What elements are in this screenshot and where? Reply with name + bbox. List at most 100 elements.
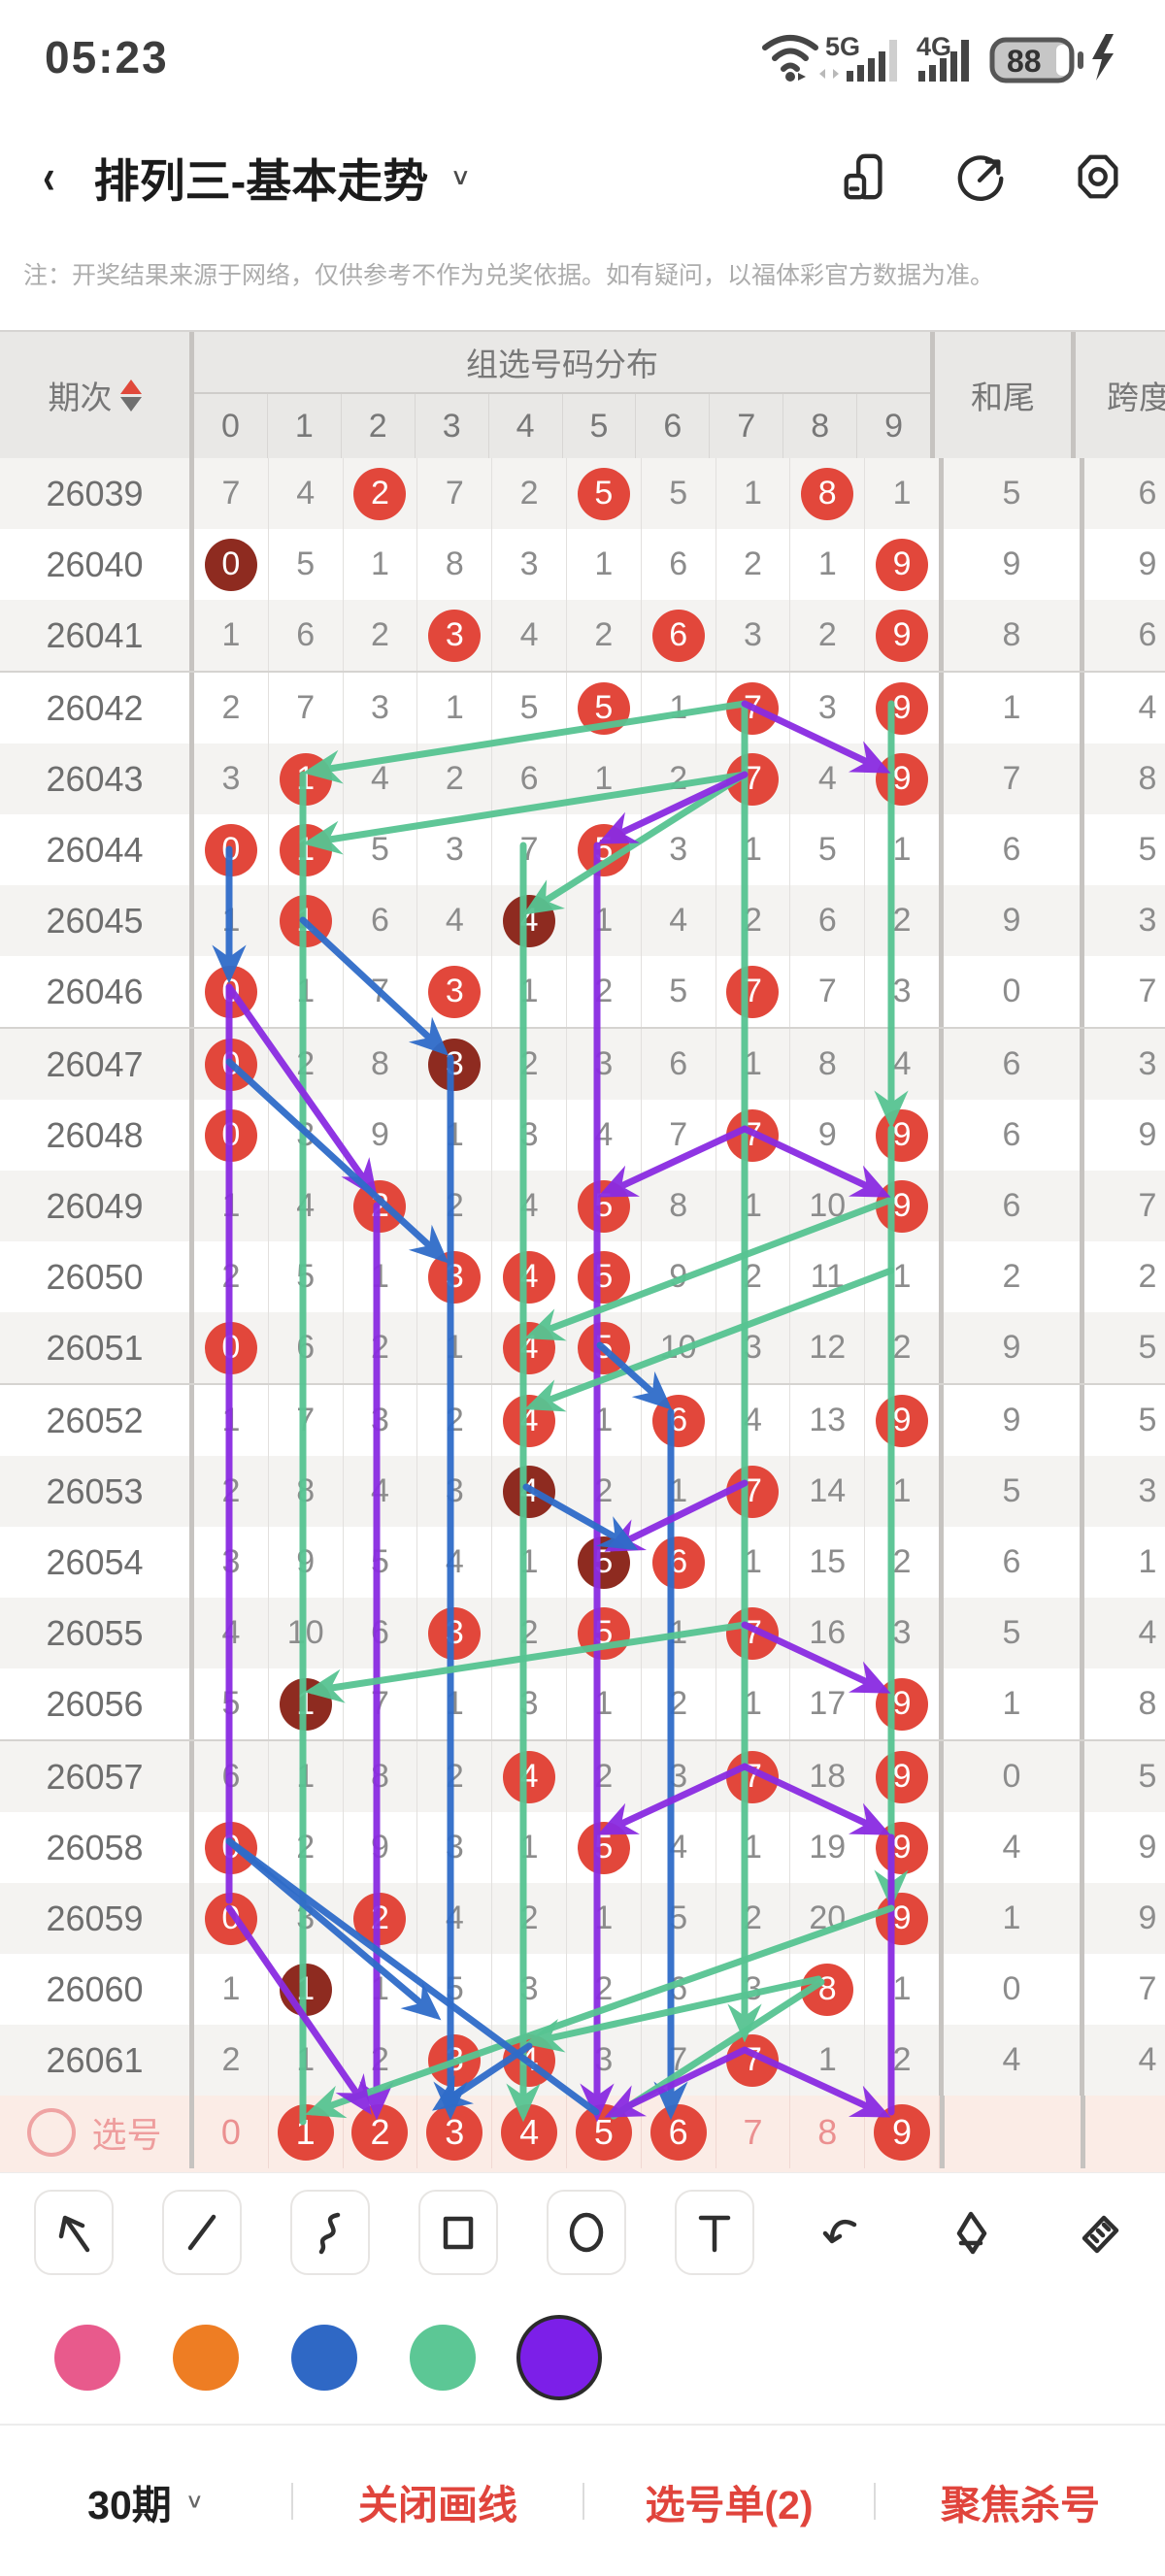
text-tool-button[interactable] [675,2189,754,2275]
line-tool-icon [187,2214,216,2250]
drawn-number: 5 [577,1321,630,1374]
divider [874,2482,876,2520]
miss-count-cell: 1 [642,673,716,743]
color-swatch-pink[interactable] [54,2324,120,2391]
miss-count-cell: 7 [790,956,866,1027]
drawn-number: 3 [428,609,482,662]
circle-tool-button[interactable] [547,2189,626,2275]
miss-count-cell: 2 [892,2041,912,2078]
settings-icon[interactable] [1072,150,1124,203]
miss-count-cell: 1 [716,1527,791,1598]
period-cell: 26043 [0,743,194,814]
selection-number[interactable]: 7 [716,2096,791,2168]
drawn-number: 9 [876,1108,929,1162]
sum-tail-cell: 0 [938,956,1080,1027]
drawn-number: 9 [876,1394,929,1447]
line-tool-button[interactable] [162,2189,242,2275]
span-cell: 1 [1079,1527,1165,1598]
miss-count-cell: 8 [417,529,493,600]
selection-list-button[interactable]: 选号单(2) [645,2482,814,2527]
curve-tool-button[interactable] [290,2189,370,2275]
miss-count-cell: 1 [194,1954,269,2025]
miss-count-cell: 3 [492,1100,567,1171]
period-column-header[interactable]: 期次 [0,332,194,458]
charging-bolt-icon [1092,34,1114,81]
drawn-number: 4 [503,2033,556,2087]
drawn-number: 7 [726,1606,780,1660]
selection-number[interactable]: 2 [344,2096,418,2168]
selection-number[interactable]: 0 [194,2096,269,2168]
period-cell: 26058 [0,1812,194,1883]
miss-count-cell: 2 [417,1171,493,1241]
miss-count-cell: 1 [492,1812,567,1883]
selection-number[interactable]: 6 [642,2096,716,2168]
periods-label: 30期 [87,2482,172,2527]
table-row: 26057 6 1 8 2 4 2 3 7 18 9 0 5 [0,1739,1165,1812]
miss-count-cell: 5 [567,1812,642,1883]
table-row: 26041 1 6 2 3 4 2 6 3 2 9 8 6 [0,600,1165,671]
miss-count-cell: 4 [492,1312,567,1383]
divider [291,2482,293,2520]
battery-percent: 88 [1007,44,1042,79]
selection-number[interactable]: 4 [492,2096,567,2168]
drawn-number: 2 [353,467,407,520]
miss-count-cell: 1 [417,1100,493,1171]
drawn-number: 5 [577,823,630,876]
miss-count-cell: 9 [865,743,939,814]
selection-number[interactable]: 3 [417,2096,493,2168]
miss-count-cell: 2 [567,1954,642,2025]
chevron-down-icon[interactable]: ∨ [449,163,472,190]
share-icon[interactable] [955,150,1008,203]
color-swatch-orange[interactable] [173,2324,239,2391]
miss-count-cell: 4 [892,1045,912,1082]
color-swatch-purple[interactable] [516,2314,602,2400]
miss-count-cell: 1 [344,1241,418,1312]
miss-count-cell: 1 [269,814,344,885]
drawn-double-number: 4 [503,894,556,947]
selection-number[interactable]: 9 [865,2096,940,2168]
drawn-number: 9 [876,1750,929,1803]
drawn-number: 9 [876,681,929,735]
miss-count-cell: 4 [716,1385,791,1456]
selected-number-circle: 2 [351,2103,409,2161]
drawn-number: 0 [204,823,257,876]
rect-tool-button[interactable] [418,2189,498,2275]
miss-count-cell: 3 [716,600,791,671]
selection-number[interactable]: 1 [269,2096,344,2168]
circle-tool-icon [569,2212,604,2252]
undo-button[interactable] [803,2189,882,2275]
span-cell: 9 [1079,1100,1165,1171]
miss-count-cell: 5 [567,1598,642,1668]
sum-tail-cell: 4 [938,1812,1080,1883]
miss-count-cell: 5 [194,1668,269,1739]
selection-number[interactable]: 5 [567,2096,642,2168]
miss-count-cell: 4 [194,1598,269,1668]
selection-number[interactable]: 8 [790,2096,866,2168]
back-icon[interactable]: ‹ [43,149,55,204]
floating-window-icon[interactable] [839,150,891,203]
arrow-tool-button[interactable] [34,2189,114,2275]
periods-selector[interactable]: 30期 ∨ [0,2472,291,2530]
focus-kill-button[interactable]: 聚焦杀号 [941,2482,1100,2527]
close-lines-button[interactable]: 关闭画线 [358,2482,517,2527]
eraser-button[interactable] [931,2189,1011,2275]
color-swatch-green[interactable] [410,2324,476,2391]
selected-number-circle: 6 [649,2103,707,2161]
sort-icon[interactable] [119,379,142,412]
miss-count-cell: 4 [642,1812,716,1883]
selection-label-cell[interactable]: 选号 [0,2096,194,2168]
period-cell: 26054 [0,1527,194,1598]
miss-count-cell: 4 [269,458,344,529]
drawn-number: 2 [353,1892,407,1945]
miss-count-cell: 5 [344,1527,418,1598]
sum-tail-cell: 2 [938,1241,1080,1312]
selected-number-circle: 4 [501,2103,558,2161]
ruler-button[interactable] [1059,2189,1139,2275]
miss-count-cell: 5 [567,814,642,885]
period-cell: 26048 [0,1100,194,1171]
color-swatch-blue[interactable] [291,2324,357,2391]
miss-count-cell: 1 [567,1385,642,1456]
digit-header: 7 [710,394,784,458]
digit-header: 4 [489,394,563,458]
miss-count-cell: 3 [417,600,493,671]
